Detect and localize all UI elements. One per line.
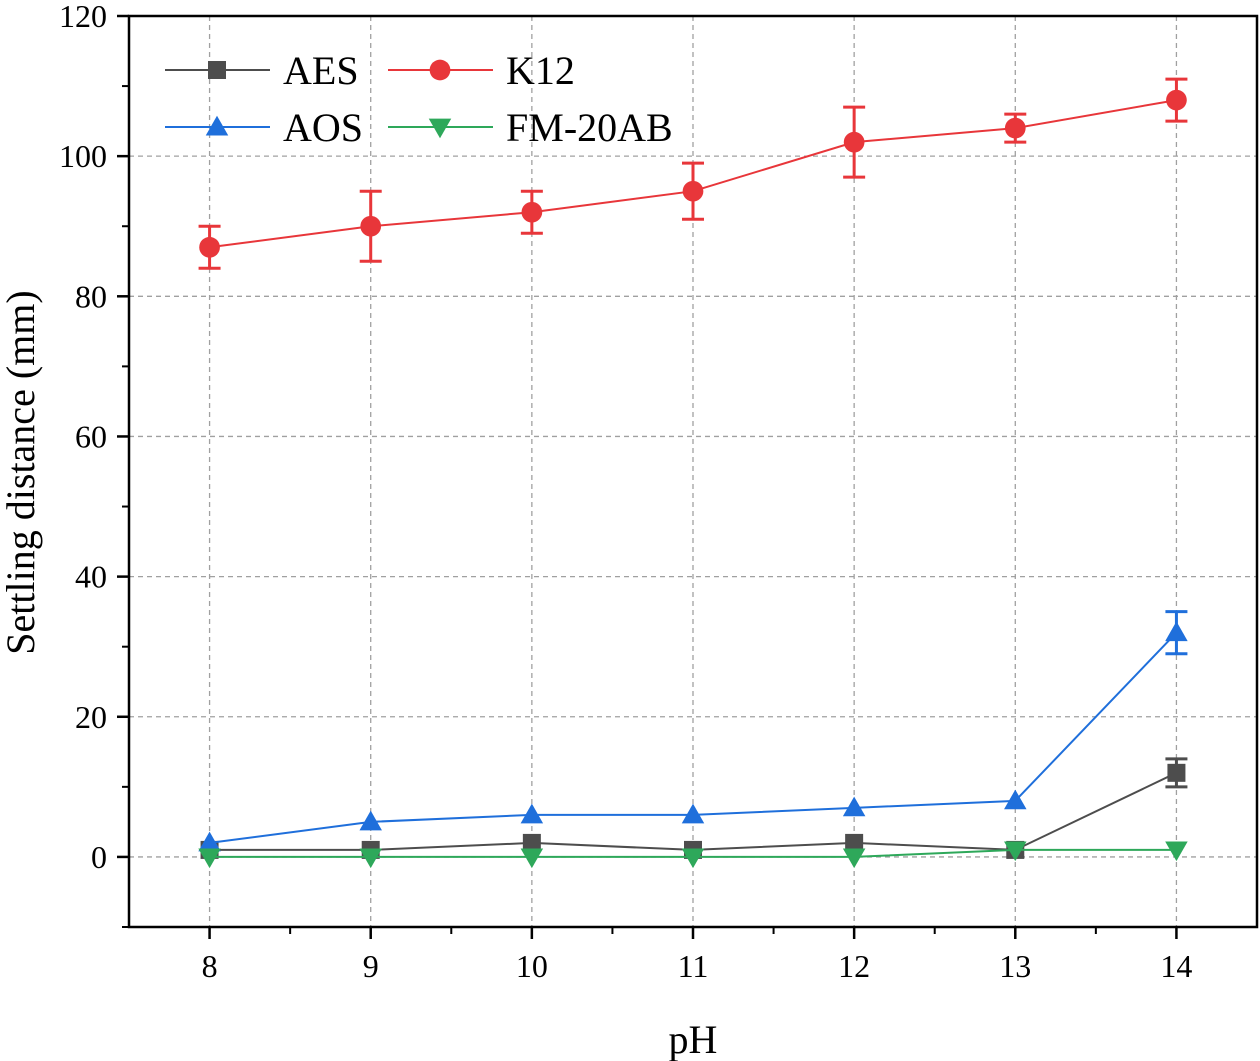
data-point (1004, 841, 1027, 862)
ticks: 8 9 10 11 12 13 14 0 20 40 60 80 100 120 (59, 0, 1192, 984)
legend-entry-k12: K12 (388, 48, 575, 93)
data-point (1166, 89, 1187, 111)
legend-entry-fm-20ab: FM-20AB (388, 105, 673, 150)
data-point (842, 796, 866, 817)
x-tick-label: 13 (999, 948, 1031, 984)
legend: AES K12 AOS FM-20AB (165, 48, 673, 150)
legend-marker (208, 61, 226, 79)
y-tick-label: 60 (75, 418, 107, 454)
y-tick-label: 100 (59, 138, 107, 174)
y-tick-label: 40 (75, 559, 107, 595)
data-point (682, 180, 704, 202)
legend-entry-aes: AES (165, 48, 359, 93)
legend-label: FM-20AB (506, 105, 673, 150)
legend-label: AOS (283, 105, 363, 150)
data-point (1004, 789, 1027, 810)
x-tick-label: 9 (363, 948, 379, 984)
data-point (198, 831, 221, 852)
data-point (681, 803, 705, 824)
legend-label: K12 (506, 48, 575, 93)
data-point (198, 848, 221, 869)
y-tick-label: 0 (91, 839, 107, 875)
data-point (1004, 117, 1026, 139)
data-point (843, 131, 865, 153)
data-point (360, 215, 382, 237)
legend-entry-aos: AOS (165, 105, 363, 150)
data-point (842, 848, 866, 869)
x-tick-label: 10 (516, 948, 548, 984)
grid (129, 16, 1257, 927)
y-tick-label: 120 (59, 0, 107, 34)
data-point (359, 810, 382, 831)
data-point (1165, 841, 1188, 862)
data-point (1167, 763, 1186, 782)
y-axis-title: Settling distance (mm) (0, 290, 43, 654)
legend-marker (429, 59, 451, 81)
x-tick-label: 8 (202, 948, 218, 984)
legend-label: AES (283, 48, 359, 93)
x-tick-label: 12 (838, 948, 870, 984)
data-point (681, 848, 705, 869)
data-point (199, 236, 220, 258)
data-point (522, 833, 541, 852)
data-point (359, 848, 382, 869)
y-tick-label: 20 (75, 699, 107, 735)
data-point (520, 848, 544, 869)
y-tick-label: 80 (75, 278, 107, 314)
data-point (520, 803, 544, 824)
series-layer (198, 77, 1188, 869)
x-tick-label: 11 (678, 948, 709, 984)
x-axis-title: pH (669, 1017, 718, 1061)
data-point (1165, 621, 1188, 642)
legend-marker (205, 115, 229, 136)
x-tick-label: 14 (1160, 948, 1192, 984)
legend-marker (428, 118, 452, 139)
data-point (521, 201, 543, 223)
series-fm-20ab (198, 841, 1188, 869)
data-point (845, 833, 864, 852)
series-k12 (198, 77, 1188, 270)
series-aos (198, 610, 1188, 852)
